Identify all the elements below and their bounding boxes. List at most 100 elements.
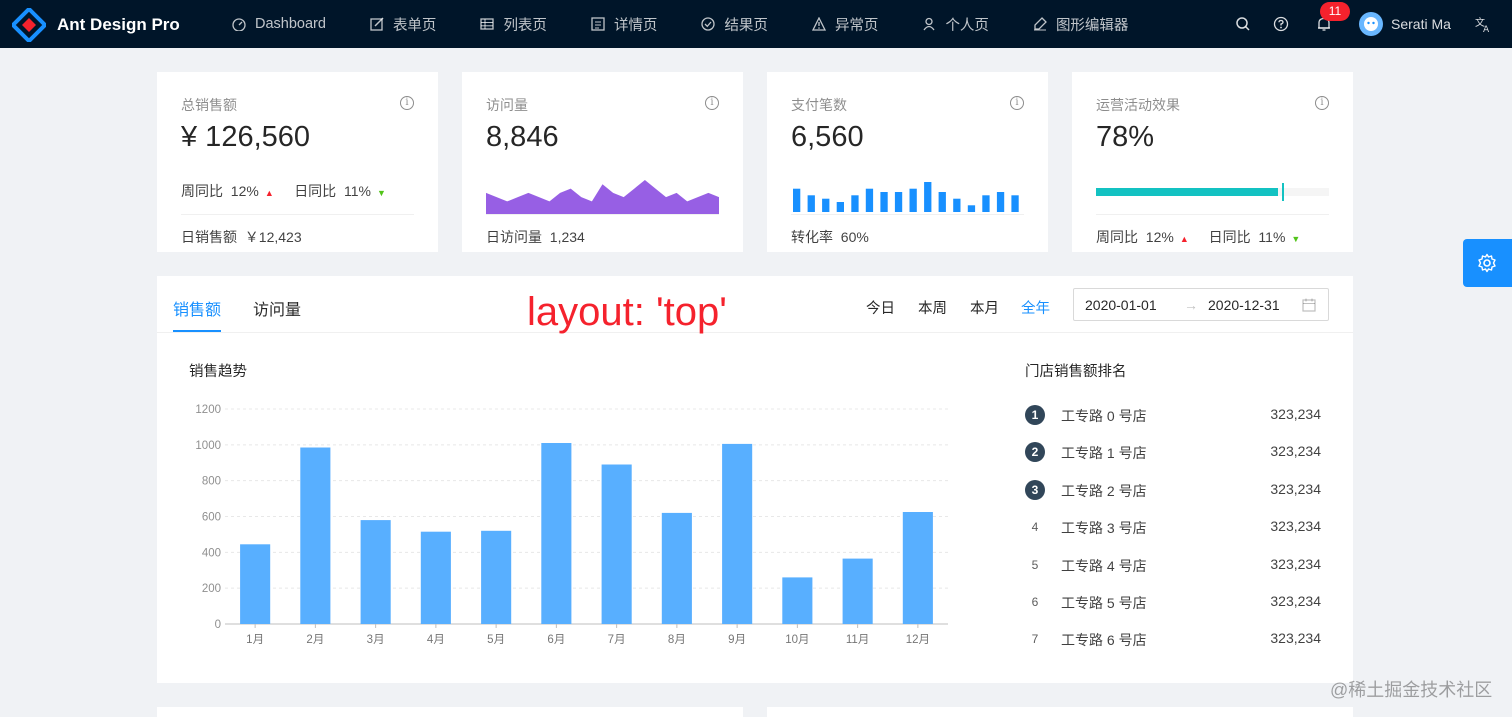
payment-bar — [924, 182, 932, 212]
date-start[interactable]: 2020-01-01 — [1085, 297, 1157, 313]
trend-week: 周同比 12% ▲ — [1096, 229, 1189, 245]
edit-icon — [370, 17, 384, 31]
tab-visits[interactable]: 访问量 — [253, 302, 302, 319]
menu-item-account[interactable]: 个人页 — [900, 0, 1011, 48]
card-value: 78% — [1096, 121, 1155, 153]
notification-count-badge[interactable]: 11 — [1320, 2, 1350, 21]
list-item: 6 工专路 5 号店 323,234 — [1025, 592, 1321, 612]
x-tick-label: 1月 — [246, 634, 264, 646]
payment-bar — [953, 198, 961, 212]
menu-item-label: Dashboard — [255, 16, 326, 32]
menu-item-dashboard[interactable]: Dashboard — [210, 0, 348, 48]
tab-active-indicator — [173, 330, 221, 332]
menu-item-list[interactable]: 列表页 — [458, 0, 569, 48]
info-circle-icon[interactable]: i — [1315, 96, 1329, 110]
x-tick-label: 4月 — [427, 634, 445, 646]
menu-item-label: 异常页 — [834, 17, 879, 34]
store-name: 工专路 1 号店 — [1061, 445, 1147, 461]
payments-mini-bar-chart — [793, 182, 1019, 212]
sales-bar — [661, 512, 692, 624]
caret-down-icon: ▼ — [1291, 234, 1301, 244]
list-item: 1 工专路 0 号店 323,234 — [1025, 405, 1321, 425]
rank-number: 1 — [1025, 405, 1045, 425]
visits-card: 访问量 i 8,846 日访问量 1,234 — [462, 72, 743, 252]
bottom-card-left — [157, 707, 743, 717]
table-icon — [480, 18, 495, 30]
progress-target-marker — [1282, 183, 1285, 201]
trend-day-value: 11% — [343, 183, 371, 199]
y-tick-label: 200 — [202, 583, 221, 595]
menu-item-editor[interactable]: 图形编辑器 — [1011, 0, 1151, 48]
menu-item-exception[interactable]: 异常页 — [790, 0, 901, 48]
info-circle-icon[interactable]: i — [1010, 96, 1024, 110]
card-value: 8,846 — [486, 121, 559, 153]
range-week[interactable]: 本周 — [918, 301, 947, 317]
arrow-right-icon: → — [1184, 297, 1198, 313]
card-title: 访问量 — [486, 97, 528, 113]
payment-bar — [938, 192, 946, 212]
range-today[interactable]: 今日 — [866, 301, 895, 317]
progress-fill — [1096, 188, 1278, 196]
y-tick-label: 1200 — [195, 404, 221, 416]
sales-bar — [481, 530, 512, 624]
total-sales-card: 总销售额 i ¥ 126,560 周同比 12% ▲ 日同比 11% ▼ 日销售额 … — [157, 72, 438, 252]
calendar-icon[interactable] — [1302, 298, 1316, 312]
x-tick-label: 2月 — [306, 634, 324, 646]
payment-bar — [865, 188, 874, 212]
payment-bar — [836, 202, 844, 212]
bottom-card-right — [767, 707, 1353, 717]
sales-bar — [240, 544, 271, 624]
store-sales: 323,234 — [1270, 481, 1321, 497]
trend-day-label: 日同比 — [294, 183, 337, 199]
brand-title[interactable]: Ant Design Pro — [57, 15, 180, 34]
info-circle-icon[interactable]: i — [400, 96, 414, 110]
menu-item-label: 详情页 — [613, 17, 658, 34]
avatar[interactable] — [1359, 12, 1383, 36]
menu-item-profile[interactable]: 详情页 — [569, 0, 680, 48]
tab-sales[interactable]: 销售额 — [173, 302, 222, 319]
payment-bar — [807, 195, 815, 212]
footer-label: 日销售额 — [181, 229, 237, 245]
date-end[interactable]: 2020-12-31 — [1208, 297, 1280, 313]
rank-number: 6 — [1031, 595, 1039, 609]
x-tick-label: 8月 — [668, 634, 686, 646]
x-tick-label: 3月 — [367, 634, 385, 646]
list-item: 7 工专路 6 号店 323,234 — [1025, 629, 1321, 649]
menu-item-label: 图形编辑器 — [1055, 17, 1129, 34]
ant-design-logo-icon[interactable] — [12, 8, 46, 42]
payment-bar — [1011, 195, 1019, 212]
card-footer: 日销售额 ￥12,423 — [181, 214, 414, 247]
card-title: 运营活动效果 — [1096, 97, 1180, 113]
y-tick-label: 600 — [202, 512, 221, 524]
user-icon — [923, 17, 935, 31]
card-footer: 周同比 12% ▲ 日同比 11% ▼ — [1096, 214, 1329, 247]
sales-bar — [902, 512, 933, 624]
top-nav-bar: Ant Design Pro Dashboard 表单页 列表页 详情页 结果页… — [0, 0, 1512, 48]
trend-day: 日同比 11% ▼ — [294, 183, 386, 199]
user-name[interactable]: Serati Ma — [1391, 16, 1451, 32]
info-circle-icon[interactable]: i — [705, 96, 719, 110]
trend-week-value: 12% — [230, 183, 259, 199]
date-range-picker[interactable]: 2020-01-01 → 2020-12-31 — [1073, 288, 1329, 321]
translation-icon[interactable]: 文A — [1474, 15, 1492, 33]
watermark: @稀土掘金技术社区 — [1330, 680, 1493, 700]
footer-label: 日访问量 — [486, 229, 542, 245]
footer-value: ￥12,423 — [244, 229, 302, 245]
search-icon[interactable] — [1235, 16, 1251, 32]
footer-value: 60% — [840, 229, 869, 245]
visits-mini-area-chart — [486, 180, 719, 214]
menu-item-result[interactable]: 结果页 — [679, 0, 790, 48]
caret-up-icon: ▲ — [264, 188, 274, 198]
list-item: 2 工专路 1 号店 323,234 — [1025, 442, 1321, 462]
question-circle-icon[interactable] — [1273, 16, 1289, 32]
rank-number: 5 — [1031, 558, 1039, 572]
store-sales: 323,234 — [1270, 518, 1321, 534]
payment-bar — [793, 188, 801, 212]
range-year[interactable]: 全年 — [1021, 301, 1050, 317]
range-month[interactable]: 本月 — [970, 301, 999, 317]
card-title: 支付笔数 — [791, 97, 847, 113]
settings-drawer-button[interactable] — [1463, 239, 1512, 287]
footer-value: 1,234 — [549, 229, 585, 245]
x-tick-label: 12月 — [906, 634, 930, 646]
menu-item-form[interactable]: 表单页 — [348, 0, 459, 48]
